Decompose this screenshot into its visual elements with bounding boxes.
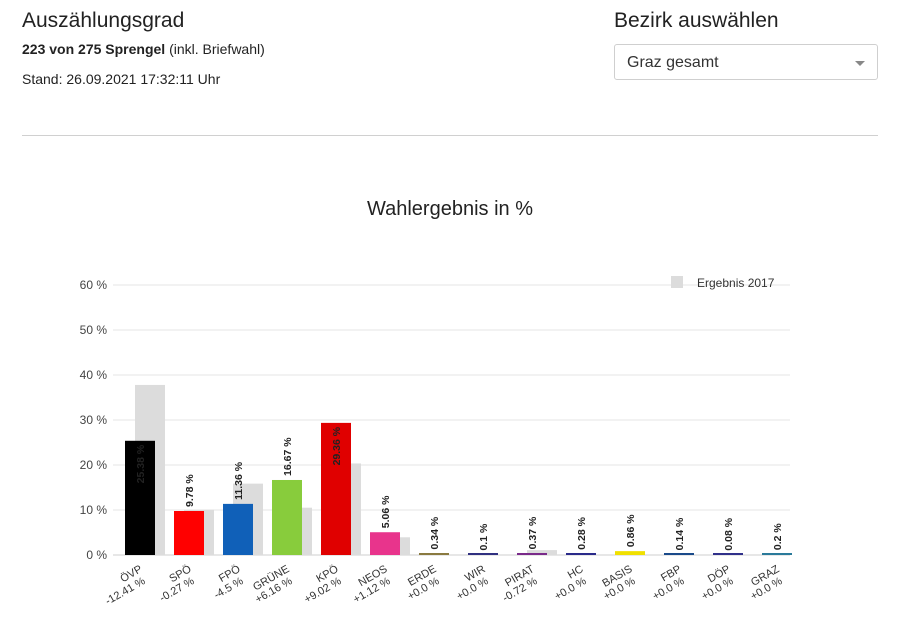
- bar-2021[interactable]: [174, 510, 204, 555]
- legend[interactable]: Ergebnis 2017: [671, 276, 775, 290]
- legend-label: Ergebnis 2017: [697, 276, 775, 290]
- bar-2021[interactable]: [321, 422, 351, 555]
- data-label: 29.36 %: [331, 426, 343, 465]
- y-tick-label: 50 %: [80, 323, 108, 337]
- data-label: 5.06 %: [380, 495, 392, 528]
- section-divider: [22, 135, 878, 136]
- data-label: 16.67 %: [282, 437, 294, 476]
- data-label: 9.78 %: [184, 474, 196, 507]
- bar-2021[interactable]: [125, 440, 155, 555]
- bar-2021[interactable]: [272, 479, 302, 555]
- data-label: 0.37 %: [527, 516, 539, 549]
- bar-2021[interactable]: [517, 553, 547, 555]
- bar-2021[interactable]: [468, 553, 498, 555]
- data-label: 0.08 %: [723, 517, 735, 550]
- precinct-count: 223 von 275 Sprengel: [22, 41, 166, 57]
- chart-title: Wahlergebnis in %: [366, 198, 533, 220]
- bar-2021[interactable]: [419, 553, 449, 555]
- y-tick-label: 10 %: [80, 503, 108, 517]
- y-tick-label: 40 %: [80, 368, 108, 382]
- data-label: 0.34 %: [429, 516, 441, 549]
- precinct-note: (inkl. Briefwahl): [169, 41, 265, 57]
- district-picker: Bezirk auswählen Graz gesamt: [614, 8, 878, 80]
- district-picker-label: Bezirk auswählen: [614, 9, 779, 32]
- bar-2021[interactable]: [713, 553, 743, 555]
- y-tick-label: 60 %: [80, 278, 108, 292]
- update-timestamp: Stand: 26.09.2021 17:32:11 Uhr: [22, 71, 221, 87]
- bar-2021[interactable]: [566, 553, 596, 555]
- data-label: 0.28 %: [576, 516, 588, 549]
- data-label: 0.2 %: [772, 523, 784, 551]
- bar-2021[interactable]: [223, 503, 253, 555]
- data-label: 0.86 %: [625, 514, 637, 547]
- bar-2021[interactable]: [370, 532, 400, 555]
- data-label: 11.36 %: [233, 461, 245, 500]
- y-tick-label: 0 %: [86, 548, 107, 562]
- data-label: 0.14 %: [674, 517, 686, 550]
- counting-progress-title: Auszählungsgrad: [22, 9, 185, 32]
- district-select[interactable]: Graz gesamt: [614, 44, 878, 80]
- district-selected-value: Graz gesamt: [627, 54, 719, 71]
- y-tick-label: 20 %: [80, 458, 108, 472]
- y-tick-label: 30 %: [80, 413, 108, 427]
- bar-2017: [527, 550, 557, 555]
- counting-progress-panel: Auszählungsgrad 223 von 275 Sprengel (in…: [22, 8, 265, 87]
- bar-2021[interactable]: [615, 551, 645, 555]
- chevron-down-icon: [855, 61, 865, 66]
- data-label: 25.38 %: [135, 444, 147, 483]
- bar-2021[interactable]: [762, 553, 792, 555]
- bar-2021[interactable]: [664, 553, 694, 555]
- legend-swatch: [671, 276, 683, 288]
- precinct-progress: 223 von 275 Sprengel (inkl. Briefwahl): [22, 41, 265, 57]
- data-label: 0.1 %: [478, 523, 490, 551]
